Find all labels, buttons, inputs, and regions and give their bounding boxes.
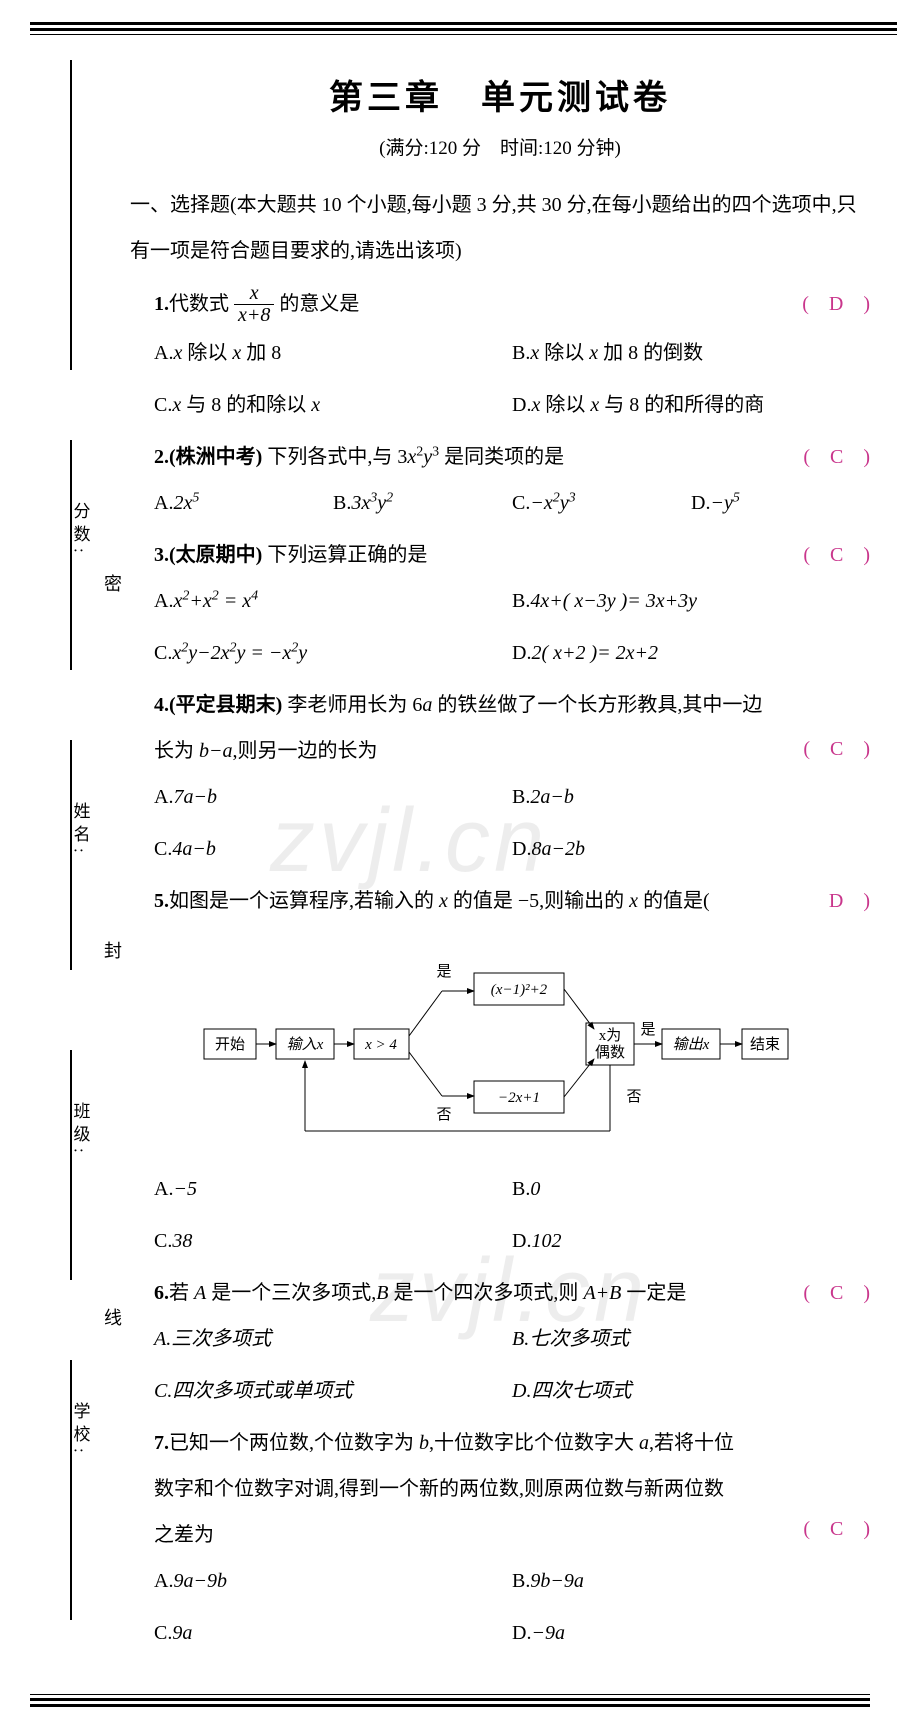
question-stem: 6.若 A 是一个三次多项式,B 是一个四次多项式,则 A+B 一定是 <box>154 1273 870 1313</box>
answer-mark: D ) <box>829 881 870 921</box>
svg-text:否: 否 <box>436 1107 451 1123</box>
option: A.−5 <box>154 1169 512 1209</box>
answer-mark: ( C ) <box>803 1273 870 1313</box>
svg-text:是: 是 <box>640 1022 655 1038</box>
question-7: 7.已知一个两位数,个位数字为 b,十位数字比个位数字大 a,若将十位 数字和个… <box>154 1423 870 1653</box>
section-1-head: 一、选择题(本大题共 10 个小题,每小题 3 分,共 30 分,在每小题给出的… <box>130 182 870 274</box>
question-6: ( C ) 6.若 A 是一个三次多项式,B 是一个四次多项式,则 A+B 一定… <box>154 1273 870 1411</box>
svg-text:偶数: 偶数 <box>595 1044 625 1061</box>
left-label-name: 姓名: <box>68 802 93 859</box>
option: C.x 与 8 的和除以 x <box>154 385 512 425</box>
svg-text:输入x: 输入x <box>287 1036 324 1053</box>
option: D.2( x+2 )= 2x+2 <box>512 633 870 673</box>
option: B.4x+( x−3y )= 3x+3y <box>512 581 870 621</box>
option: D.−9a <box>512 1613 870 1653</box>
option: C.4a−b <box>154 829 512 869</box>
question-5: D ) 5.如图是一个运算程序,若输入的 x 的值是 −5,则输出的 x 的值是… <box>154 881 870 1261</box>
option: C.−x2y3 <box>512 483 691 523</box>
option: A.x 除以 x 加 8 <box>154 333 512 373</box>
bind-mark: 密 <box>104 570 122 596</box>
question-stem: 5.如图是一个运算程序,若输入的 x 的值是 −5,则输出的 x 的值是( <box>154 881 870 921</box>
page-content: 第三章 单元测试卷 (满分:120 分 时间:120 分钟) 一、选择题(本大题… <box>130 20 870 1665</box>
question-stem: 7.已知一个两位数,个位数字为 b,十位数字比个位数字大 a,若将十位 <box>154 1423 870 1463</box>
option: A.x2+x2 = x4 <box>154 581 512 621</box>
svg-text:(x−1)²+2: (x−1)²+2 <box>491 982 548 998</box>
left-label-column: 分数: 姓名: 班级: 学校: <box>60 380 100 1580</box>
vline-seg <box>70 60 72 370</box>
option: D.8a−2b <box>512 829 870 869</box>
svg-text:x为: x为 <box>599 1027 622 1044</box>
left-label-score: 分数: <box>68 502 93 559</box>
answer-mark: ( C ) <box>803 1509 870 1549</box>
bind-mark: 封 <box>104 937 122 963</box>
option: B.0 <box>512 1169 870 1209</box>
page-subtitle: (满分:120 分 时间:120 分钟) <box>130 133 870 160</box>
svg-text:是: 是 <box>436 964 451 980</box>
answer-mark: ( D ) <box>802 284 870 324</box>
question-stem-line3: 之差为 <box>154 1515 870 1555</box>
option: A.9a−9b <box>154 1561 512 1601</box>
option: A.三次多项式 <box>154 1319 512 1359</box>
option: C.四次多项式或单项式 <box>154 1371 512 1411</box>
question-4: 4.(平定县期末) 李老师用长为 6a 的铁丝做了一个长方形教具,其中一边 ( … <box>154 685 870 869</box>
option: B.3x3y2 <box>333 483 512 523</box>
question-stem: 1.代数式 xx+8 的意义是 <box>154 284 870 327</box>
option: B.七次多项式 <box>512 1319 870 1359</box>
option: B.9b−9a <box>512 1561 870 1601</box>
option: D.x 除以 x 与 8 的和所得的商 <box>512 385 870 425</box>
left-label-school: 学校: <box>68 1402 93 1459</box>
option: B.x 除以 x 加 8 的倒数 <box>512 333 870 373</box>
question-1: ( D ) 1.代数式 xx+8 的意义是 A.x 除以 x 加 8 B.x 除… <box>154 284 870 425</box>
svg-text:开始: 开始 <box>215 1036 245 1053</box>
option: D.−y5 <box>691 483 870 523</box>
option: C.38 <box>154 1221 512 1261</box>
question-stem-line2: 数字和个位数字对调,得到一个新的两位数,则原两位数与新两位数 <box>154 1469 870 1509</box>
left-bind-column: 密 封 线 <box>98 400 128 1500</box>
answer-mark: ( C ) <box>803 535 870 575</box>
svg-text:−2x+1: −2x+1 <box>498 1090 540 1106</box>
answer-mark: ( C ) <box>803 729 870 769</box>
flowchart-diagram: 开始 输入x x > 4 是 (x−1)²+2 否 −2x+1 <box>194 941 794 1141</box>
svg-text:结束: 结束 <box>750 1036 780 1053</box>
option: B.2a−b <box>512 777 870 817</box>
svg-text:否: 否 <box>626 1089 641 1105</box>
question-stem-line2: 长为 b−a,则另一边的长为 <box>154 731 870 771</box>
question-stem: 2.(株洲中考) 下列各式中,与 3x2y3 是同类项的是 <box>154 437 870 477</box>
answer-mark: ( C ) <box>803 437 870 477</box>
svg-text:输出x: 输出x <box>673 1036 710 1053</box>
option: D.四次七项式 <box>512 1371 870 1411</box>
option: C.9a <box>154 1613 512 1653</box>
bind-mark: 线 <box>104 1304 122 1330</box>
left-label-class: 班级: <box>68 1102 93 1159</box>
option: C.x2y−2x2y = −x2y <box>154 633 512 673</box>
question-2: ( C ) 2.(株洲中考) 下列各式中,与 3x2y3 是同类项的是 A.2x… <box>154 437 870 523</box>
question-3: ( C ) 3.(太原期中) 下列运算正确的是 A.x2+x2 = x4 B.4… <box>154 535 870 673</box>
option: A.2x5 <box>154 483 333 523</box>
svg-text:x > 4: x > 4 <box>364 1037 397 1053</box>
question-stem: 4.(平定县期末) 李老师用长为 6a 的铁丝做了一个长方形教具,其中一边 <box>154 685 870 725</box>
option: D.102 <box>512 1221 870 1261</box>
page-title: 第三章 单元测试卷 <box>130 70 870 119</box>
question-stem: 3.(太原期中) 下列运算正确的是 <box>154 535 870 575</box>
bottom-edge-bars <box>30 1694 870 1710</box>
option: A.7a−b <box>154 777 512 817</box>
